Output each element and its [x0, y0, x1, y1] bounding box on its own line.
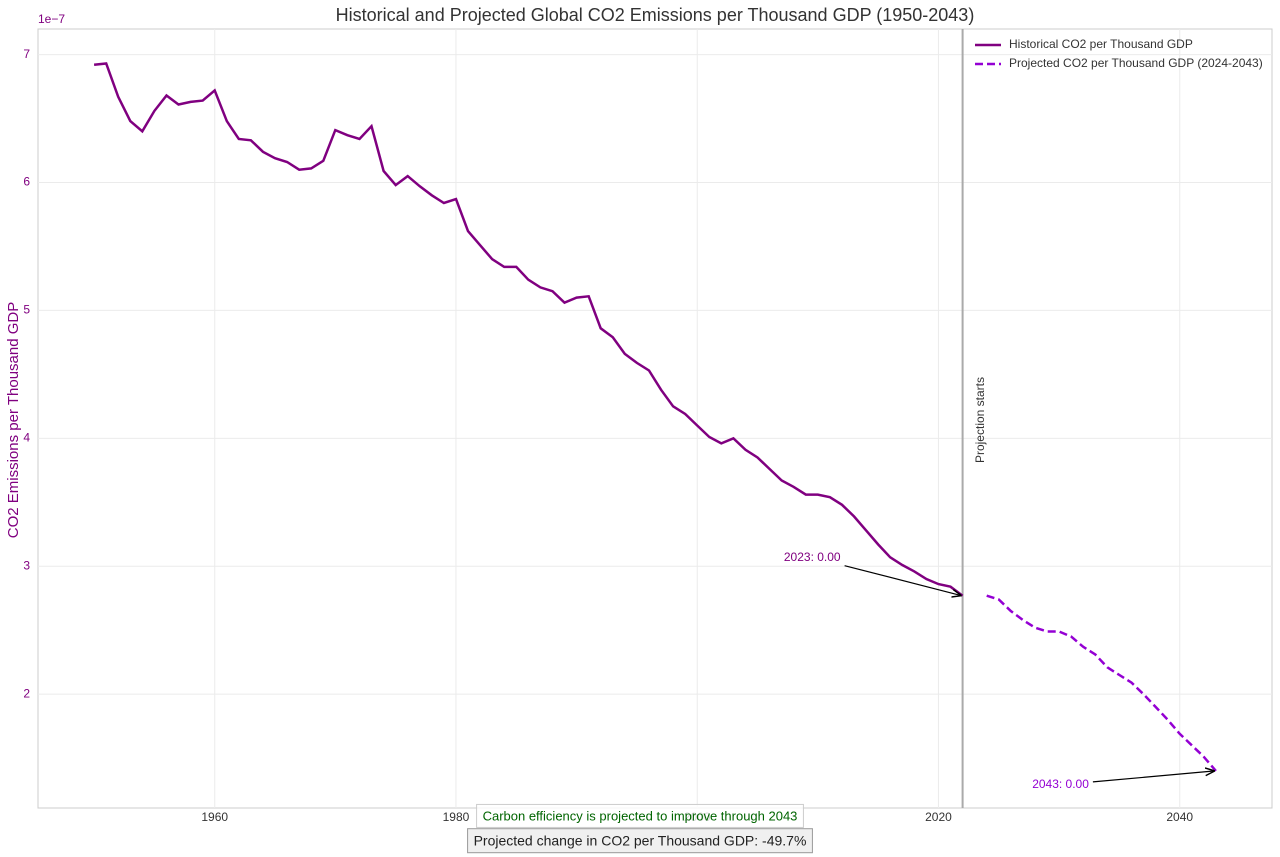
y-offset-label: 1e−7 [38, 12, 65, 26]
note-box [476, 803, 804, 828]
annotation: 2043: 0.00 [1032, 777, 1089, 791]
projection-label: Projection starts [973, 377, 987, 463]
y-tick-label: 2 [23, 686, 30, 700]
legend-label: Projected CO2 per Thousand GDP (2024-204… [1009, 56, 1263, 70]
annotation: 2023: 0.00 [784, 550, 841, 564]
x-tick-label: 2040 [1166, 810, 1193, 824]
annotation-arrow [1092, 771, 1215, 783]
note: Carbon efficiency is projected to improv… [483, 808, 798, 823]
summary-box [467, 828, 813, 854]
legend-label: Historical CO2 per Thousand GDP [1009, 37, 1193, 51]
x-tick-label: 1980 [443, 810, 470, 824]
y-tick-label: 5 [23, 303, 30, 317]
line-series [93, 62, 964, 597]
annotation-arrow [844, 565, 962, 596]
x-tick-label: 1960 [201, 810, 228, 824]
y-tick-label: 6 [23, 175, 30, 189]
summary: Projected change in CO2 per Thousand GDP… [474, 833, 807, 849]
grid [38, 29, 1272, 808]
y-tick-label: 3 [23, 558, 30, 572]
y-axis-label: CO2 Emissions per Thousand GDP [5, 302, 22, 539]
line-series [986, 594, 1217, 772]
chart-title: Historical and Projected Global CO2 Emis… [336, 5, 975, 25]
plot-area [37, 28, 1273, 809]
legend: Historical CO2 per Thousand GDP Projected… [975, 37, 1263, 70]
y-tick-label: 7 [23, 47, 30, 61]
x-tick-label: 2020 [925, 810, 952, 824]
y-tick-label: 4 [23, 430, 30, 444]
